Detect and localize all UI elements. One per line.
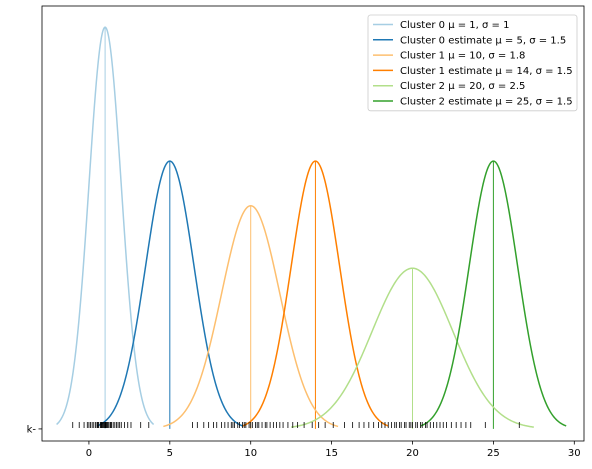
legend-label-5: Cluster 2 estimate μ = 25, σ = 1.5 [400, 97, 573, 108]
series-line-5 [420, 160, 567, 427]
series-line-2 [163, 204, 339, 428]
mean-lines [104, 27, 494, 429]
density-curves [56, 26, 567, 428]
x-tick-label-2: 10 [244, 448, 257, 459]
x-tick-label-5: 25 [487, 448, 500, 459]
legend-box [367, 14, 578, 112]
x-axis-ticks: 0 5 10 15 20 25 30 [86, 441, 581, 459]
plot-frame [41, 5, 585, 442]
x-tick-label-1: 5 [167, 448, 173, 459]
legend-label-2: Cluster 1 μ = 10, σ = 1.8 [400, 51, 525, 62]
legend: Cluster 0 μ = 1, σ = 1 Cluster 0 estimate… [367, 14, 578, 112]
x-tick-label-0: 0 [86, 448, 92, 459]
y-tick-label-0: k- [27, 424, 37, 435]
x-tick-label-3: 15 [325, 448, 338, 459]
x-tick-label-4: 20 [406, 448, 419, 459]
series-line-3 [242, 160, 389, 427]
legend-label-1: Cluster 0 estimate μ = 5, σ = 1.5 [400, 35, 566, 46]
series-line-0 [56, 26, 155, 426]
x-tick-label-6: 30 [568, 448, 581, 459]
legend-label-4: Cluster 2 μ = 20, σ = 2.5 [400, 81, 525, 92]
y-axis-ticks: k- [27, 424, 42, 435]
legend-label-3: Cluster 1 estimate μ = 14, σ = 1.5 [400, 66, 573, 77]
series-line-1 [96, 160, 243, 427]
series-line-4 [291, 267, 534, 428]
legend-label-0: Cluster 0 μ = 1, σ = 1 [400, 20, 509, 31]
rug-marks [72, 422, 520, 428]
